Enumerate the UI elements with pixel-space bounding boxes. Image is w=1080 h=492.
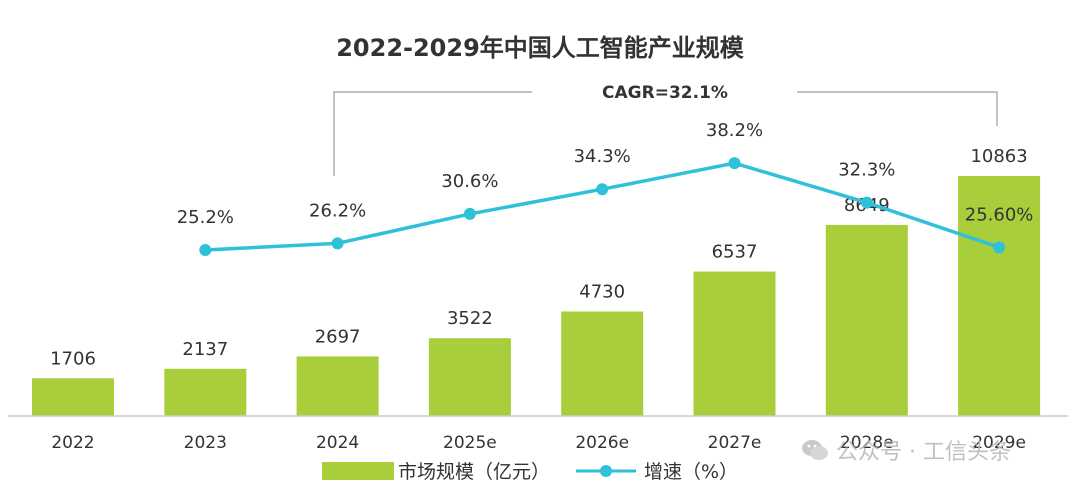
bar-label-2025e: 3522	[447, 308, 493, 329]
x-axis-ticks: 2022 2023 2024 2025e 2026e 2027e 2028e 2029e	[51, 433, 1026, 453]
bar-2024	[296, 356, 379, 416]
legend-line-marker	[600, 465, 612, 477]
bar-2029e	[958, 176, 1041, 416]
watermark-text: 公众号 · 工信头条	[836, 440, 1011, 465]
x-tick-2022: 2022	[51, 433, 94, 453]
bar-2023	[164, 368, 247, 416]
legend-bar-swatch	[322, 462, 394, 480]
bar-2022	[32, 378, 114, 416]
bar-label-2029e: 10863	[970, 146, 1027, 167]
bar-label-2027e: 6537	[712, 242, 758, 263]
watermark: 公众号 · 工信头条	[800, 432, 1011, 468]
x-tick-2026e: 2026e	[575, 433, 629, 453]
growth-point-2029e	[993, 241, 1006, 254]
bar-label-2024: 2697	[315, 326, 361, 347]
cagr-bracket: CAGR=32.1%	[333, 83, 998, 176]
bar-2025e	[428, 338, 511, 416]
growth-point-2028e	[860, 196, 873, 209]
growth-label-2023: 25.2%	[177, 207, 234, 228]
growth-label-2029e: 25.60%	[965, 204, 1034, 225]
growth-label-2026e: 34.3%	[574, 146, 631, 167]
x-tick-2024: 2024	[316, 433, 359, 453]
growth-label-2025e: 30.6%	[441, 171, 498, 192]
growth-point-2024	[331, 237, 344, 250]
x-tick-2029e: 2029e	[972, 433, 1026, 453]
growth-point-2026e	[596, 183, 609, 196]
bar-2027e	[693, 271, 776, 416]
growth-label-2024: 26.2%	[309, 200, 366, 221]
x-tick-2028e: 2028e	[840, 433, 894, 453]
bar-2026e	[561, 311, 644, 416]
legend: 市场规模（亿元） 增速（%）	[322, 461, 738, 483]
x-tick-2025e: 2025e	[443, 433, 497, 453]
legend-bar-label: 市场规模（亿元）	[398, 461, 550, 483]
growth-point-2025e	[463, 207, 476, 220]
growth-line-series: 25.2% 26.2% 30.6% 34.3% 38.2% 32.3% 25.60%	[177, 120, 1034, 256]
growth-point-2023	[199, 244, 212, 256]
bar-2028e	[825, 224, 908, 416]
x-tick-2023: 2023	[184, 433, 227, 453]
growth-point-2027e	[728, 157, 741, 170]
bar-label-2022: 1706	[50, 348, 96, 369]
chart-title: 2022-2029年中国人工智能产业规模	[336, 34, 745, 62]
growth-label-2028e: 32.3%	[838, 160, 895, 181]
legend-line-label: 增速（%）	[644, 461, 738, 483]
cagr-annotation: CAGR=32.1%	[602, 83, 728, 103]
bar-label-2026e: 4730	[579, 281, 625, 302]
bar-series: 170621372697352247306537864910863	[32, 146, 1041, 416]
wechat-icon	[802, 440, 828, 460]
x-tick-2027e: 2027e	[708, 433, 762, 453]
growth-label-2027e: 38.2%	[706, 120, 763, 141]
bar-label-2023: 2137	[182, 339, 228, 360]
